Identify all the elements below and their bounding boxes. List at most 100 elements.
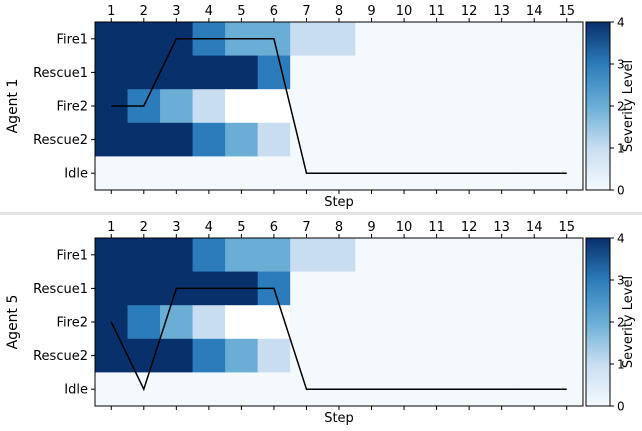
heatmap-cell	[192, 55, 226, 90]
heatmap-cell	[517, 238, 551, 272]
y-tick-label: Idle	[64, 167, 88, 182]
heatmap-cell	[290, 22, 324, 56]
heatmap-cell	[290, 89, 324, 124]
heatmap-cell	[387, 89, 421, 124]
heatmap-cell	[192, 122, 226, 157]
x-tick-label: 14	[526, 220, 543, 235]
agent-1-heatmap-panel: 1 2 3 4 5 6 7 8 9 10 11 12 13 14 15 Fire1 Rescue1 Fire2 Re…	[0, 0, 642, 211]
heatmap-cell	[452, 55, 486, 90]
heatmap-cell	[387, 238, 421, 272]
heatmap-cell	[192, 89, 226, 124]
x-tick-label: 6	[270, 220, 278, 235]
x-tick-label: 1	[107, 4, 115, 19]
heatmap-cell	[95, 22, 128, 56]
heatmap-cell	[517, 122, 551, 157]
heatmap-cell	[225, 156, 259, 191]
heatmap-cell	[257, 122, 291, 157]
colorbar-tick-label: 0	[617, 400, 625, 414]
heatmap-cell	[420, 338, 454, 373]
heatmap-cell	[387, 338, 421, 373]
heatmap-cell	[485, 55, 519, 90]
heatmap-cell	[452, 305, 486, 340]
colorbar-tick-label: 1	[617, 142, 625, 156]
x-tick-label: 6	[270, 4, 278, 19]
heatmap-cell	[485, 338, 519, 373]
heatmap-cell	[225, 338, 259, 373]
heatmap-cell	[257, 305, 291, 340]
heatmap-cell	[387, 271, 421, 306]
heatmap-cell	[550, 338, 584, 373]
heatmap-cell	[127, 55, 161, 90]
heatmap-cell	[127, 338, 161, 373]
colorbar-tick-label: 0	[617, 184, 625, 198]
x-tick-label: 11	[428, 4, 445, 19]
heatmap-cell	[225, 55, 259, 90]
y-tick-label: Rescue1	[33, 282, 88, 297]
heatmap-cell	[225, 89, 259, 124]
x-tick-label: 15	[558, 220, 575, 235]
x-tick-label: 4	[205, 4, 213, 19]
x-tick-label: 13	[493, 220, 510, 235]
heatmap-cell	[225, 238, 259, 272]
heatmap-cell	[257, 372, 291, 407]
x-tick-label: 9	[367, 4, 375, 19]
heatmap-cell	[322, 238, 356, 272]
x-tick-label: 10	[396, 4, 413, 19]
heatmap-cell	[452, 271, 486, 306]
heatmap-cell	[322, 55, 356, 90]
x-tick-label: 7	[302, 4, 310, 19]
heatmap-cell	[355, 271, 389, 306]
x-tick-label: 2	[140, 220, 148, 235]
heatmap-cell	[485, 122, 519, 157]
heatmap-cell	[517, 271, 551, 306]
heatmap-cell	[192, 238, 226, 272]
x-tick-label: 11	[428, 220, 445, 235]
x-tick-label: 7	[302, 220, 310, 235]
y-tick-label: Rescue1	[33, 66, 88, 81]
y-axis-label: Agent 1	[5, 79, 21, 134]
heatmap-cell	[127, 238, 161, 272]
heatmap-cell	[95, 156, 128, 191]
x-tick-label: 1	[107, 220, 115, 235]
colorbar-tick-label: 3	[617, 274, 625, 288]
heatmap-cell	[387, 122, 421, 157]
x-tick-label: 5	[237, 220, 245, 235]
heatmap-cell	[127, 271, 161, 306]
heatmap-cell	[322, 338, 356, 373]
heatmap-cell	[517, 338, 551, 373]
x-tick-label: 8	[335, 4, 343, 19]
heatmap-cell	[322, 305, 356, 340]
heatmap-cell	[225, 372, 259, 407]
heatmap-cell	[485, 22, 519, 56]
heatmap-cell	[550, 238, 584, 272]
y-tick-label: Idle	[64, 383, 88, 398]
x-tick-label: 14	[526, 4, 543, 19]
heatmap-cell	[290, 238, 324, 272]
heatmap-cell	[192, 305, 226, 340]
heatmap-cell	[517, 305, 551, 340]
heatmap-cell	[550, 89, 584, 124]
heatmap-cell	[225, 122, 259, 157]
heatmap-cell	[420, 122, 454, 157]
heatmap-cell	[355, 238, 389, 272]
x-tick-label: 12	[461, 220, 478, 235]
colorbar	[585, 21, 611, 191]
heatmap-cell	[420, 22, 454, 56]
colorbar	[585, 237, 611, 407]
heatmap-cell	[420, 305, 454, 340]
trajectory-line	[111, 38, 567, 174]
heatmap-cell	[517, 89, 551, 124]
y-tick-label: Fire1	[57, 32, 88, 47]
heatmap-cell	[127, 22, 161, 56]
heatmap-cell	[452, 22, 486, 56]
heatmap-cell	[322, 22, 356, 56]
x-tick-label: 12	[461, 4, 478, 19]
x-axis-label: Step	[324, 411, 354, 426]
x-tick-label: 13	[493, 4, 510, 19]
heatmap-cell	[257, 338, 291, 373]
heatmap-cell	[95, 338, 128, 373]
heatmap-cell	[550, 305, 584, 340]
colorbar-tick-label: 2	[617, 316, 625, 330]
heatmap-cell	[387, 55, 421, 90]
heatmap-cell	[550, 55, 584, 90]
